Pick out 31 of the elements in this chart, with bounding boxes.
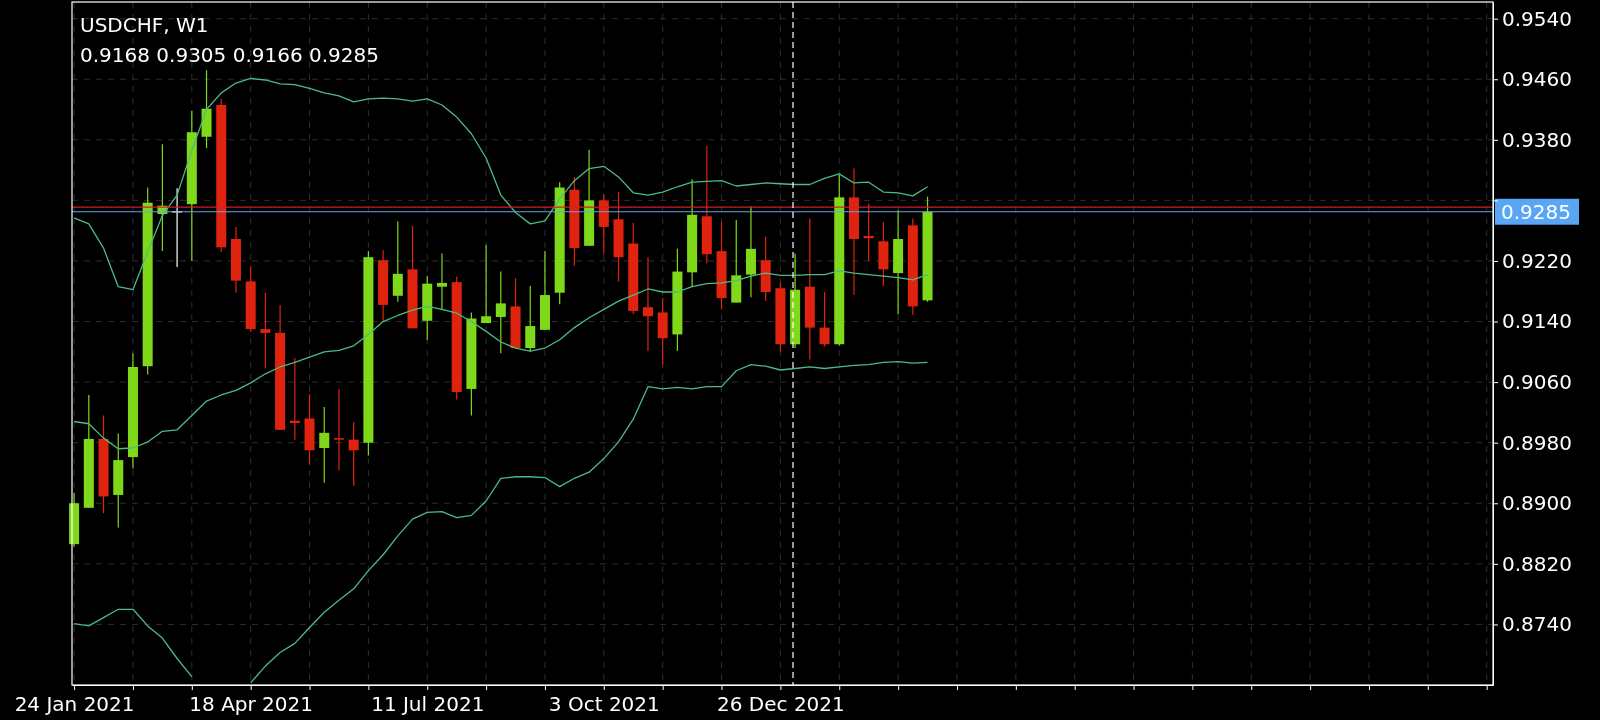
candlestick bbox=[348, 421, 359, 487]
line-series bbox=[73, 270, 929, 450]
candlestick bbox=[436, 252, 447, 311]
y-tick-label: 0.9460 bbox=[1502, 67, 1572, 92]
x-tick-label: 18 Apr 2021 bbox=[189, 692, 314, 716]
candlestick bbox=[525, 285, 536, 353]
x-tick-label: 11 Jul 2021 bbox=[371, 692, 485, 716]
candlestick bbox=[319, 406, 330, 484]
y-tick-label: 0.8980 bbox=[1502, 430, 1572, 455]
candlestick bbox=[495, 270, 506, 354]
candlestick bbox=[260, 292, 271, 370]
ref-line-label: 0.9285 bbox=[1501, 199, 1571, 224]
y-tick-label: 0.9140 bbox=[1502, 309, 1572, 334]
candlestick bbox=[481, 244, 492, 324]
y-tick-label: 0.8820 bbox=[1502, 551, 1572, 576]
x-tick-label: 26 Dec 2021 bbox=[717, 692, 845, 716]
y-tick-label: 0.9220 bbox=[1502, 248, 1572, 273]
candlestick bbox=[392, 220, 403, 303]
candlestick bbox=[642, 256, 653, 352]
y-tick-label: 0.9060 bbox=[1502, 370, 1572, 395]
y-tick-label: 0.9380 bbox=[1502, 127, 1572, 152]
candlestick bbox=[333, 388, 344, 471]
x-tick-label: 24 Jan 2021 bbox=[14, 692, 135, 716]
y-tick-label: 0.8740 bbox=[1502, 612, 1572, 637]
line-series bbox=[73, 77, 929, 291]
text: USDCHF, W1 bbox=[80, 13, 209, 37]
candlestick bbox=[819, 291, 830, 348]
y-tick-label: 0.9540 bbox=[1502, 6, 1572, 31]
x-tick-label: 3 Oct 2021 bbox=[548, 692, 660, 716]
y-tick-label: 0.8900 bbox=[1502, 491, 1572, 516]
text: 0.9168 0.9305 0.9166 0.9285 bbox=[80, 43, 379, 67]
